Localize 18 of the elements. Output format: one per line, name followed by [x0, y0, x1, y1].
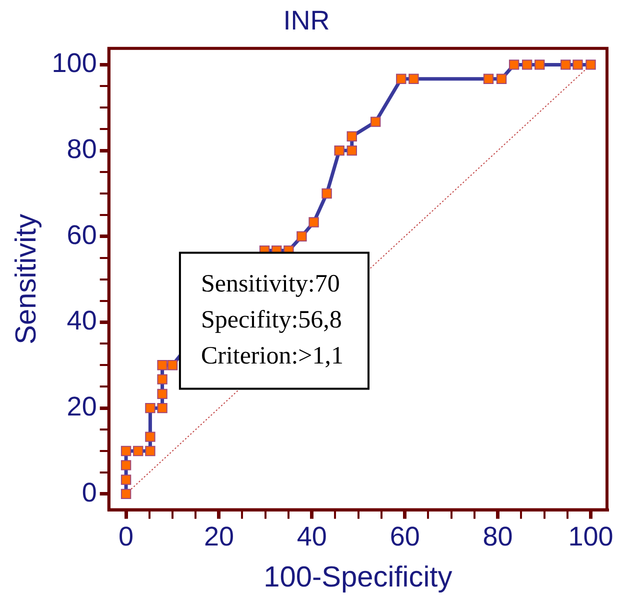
- y-tick-label: 60: [66, 220, 97, 250]
- x-axis-title: 100-Specificity: [264, 562, 453, 594]
- y-tick-label: 20: [66, 392, 97, 422]
- y-tick-label: 0: [82, 477, 97, 508]
- y-tick-label: 100: [52, 48, 97, 78]
- annotation: Criterion:>1,1: [200, 342, 344, 370]
- x-tick-label: 80: [482, 521, 513, 552]
- x-tick-label: 40: [296, 521, 327, 552]
- annotation: Sensitivity:70: [200, 270, 340, 298]
- chart-title: INR: [283, 6, 330, 36]
- y-tick-label: 80: [66, 134, 97, 164]
- x-tick-label: 20: [204, 521, 234, 552]
- x-tick-label: 100: [568, 521, 614, 552]
- x-tick-label: 60: [390, 521, 420, 552]
- y-axis-title: Sensitivity: [10, 213, 42, 344]
- y-tick-label: 40: [66, 306, 97, 336]
- annotation: Specifity:56,8: [200, 306, 342, 334]
- x-tick-label: 0: [118, 521, 134, 552]
